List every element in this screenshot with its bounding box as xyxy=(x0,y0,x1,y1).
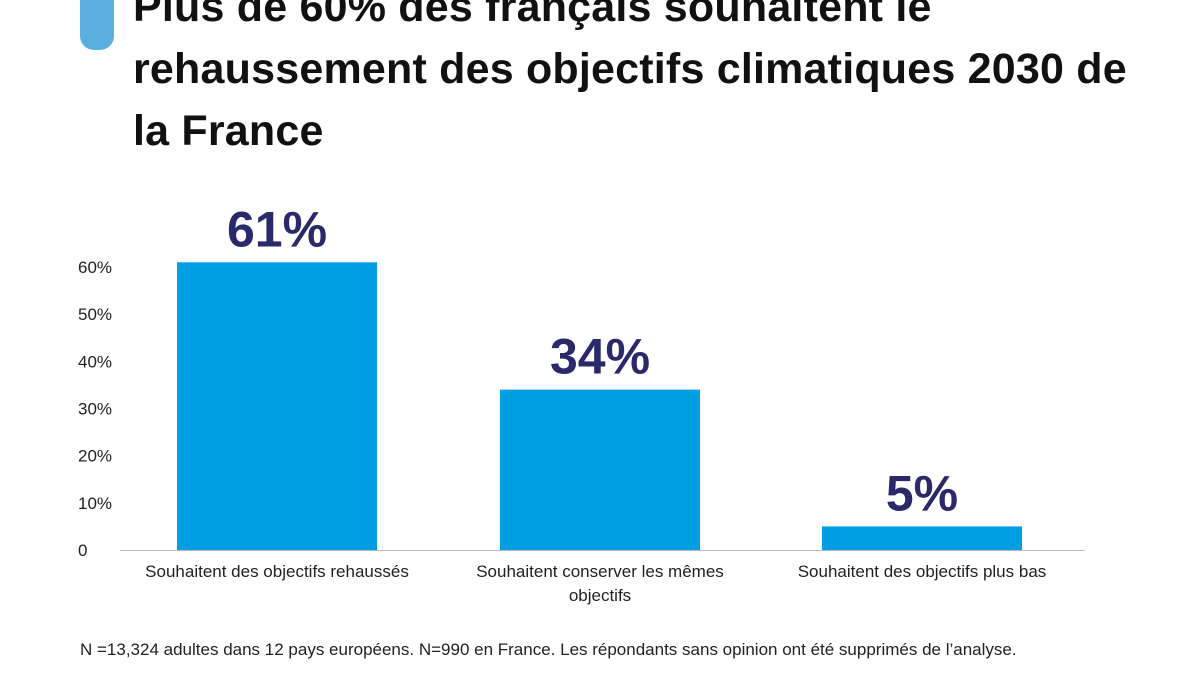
x-category-label: Souhaitent des objectifs plus bas xyxy=(797,562,1047,581)
y-tick-label: 60% xyxy=(78,258,112,277)
x-category-label: Souhaitent des objectifs rehaussés xyxy=(145,562,409,581)
bar-value-label: 5% xyxy=(886,465,958,521)
bar xyxy=(177,262,377,550)
y-tick-label: 0 xyxy=(78,541,87,560)
bar xyxy=(500,389,700,550)
chart-title: Plus de 60% des français souhaitent le r… xyxy=(133,0,1127,155)
y-tick-label: 40% xyxy=(78,352,112,371)
y-tick-label: 20% xyxy=(78,447,112,466)
chart-footnote: N =13,324 adultes dans 12 pays européens… xyxy=(80,640,1017,659)
x-category-label: Souhaitent conserver les mêmes objectifs xyxy=(476,562,724,605)
title-accent-marker xyxy=(80,0,114,50)
y-tick-label: 50% xyxy=(78,305,112,324)
bar-value-label: 61% xyxy=(227,201,327,257)
bar-value-label: 34% xyxy=(550,329,650,385)
bar xyxy=(822,526,1022,550)
y-tick-label: 30% xyxy=(78,400,112,419)
y-tick-label: 10% xyxy=(78,494,112,513)
